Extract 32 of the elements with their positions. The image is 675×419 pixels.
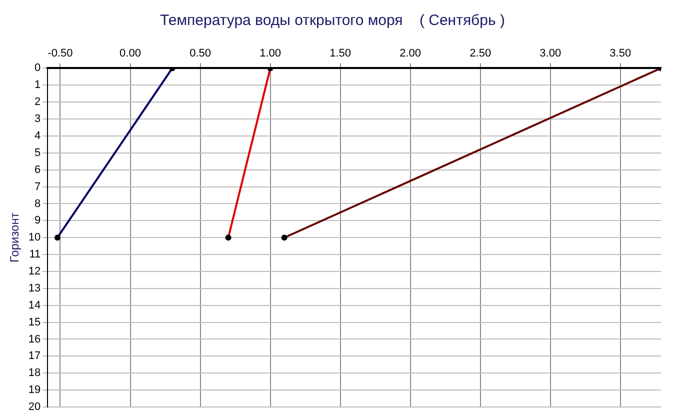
y-tick-label: 3 <box>34 113 41 126</box>
x-tick-label: 0.00 <box>120 48 141 60</box>
y-tick-label: 9 <box>34 214 41 227</box>
y-tick-label: 11 <box>29 248 41 261</box>
y-tick-label: 15 <box>28 316 41 328</box>
x-tick-label: 3.00 <box>540 48 562 60</box>
y-tick-label: 14 <box>28 299 41 312</box>
chart-title: Температура воды открытого моря ( Сентябрь ) <box>160 12 505 30</box>
x-tick-label: 2.50 <box>470 48 492 60</box>
y-tick-label: 16 <box>28 333 41 346</box>
x-tick-label: 3.50 <box>610 48 632 60</box>
y-tick-label: 6 <box>34 164 41 176</box>
x-tick-label: 0.50 <box>190 48 211 60</box>
y-tick-label: 1 <box>34 79 41 92</box>
y-tick-label: 12 <box>28 266 41 278</box>
y-axis-title: Горизонт <box>8 212 22 263</box>
y-tick-label: 13 <box>28 282 41 294</box>
y-tick-label: 7 <box>34 180 41 193</box>
y-tick-label: 19 <box>28 384 41 396</box>
y-tick-label: 2 <box>34 96 41 108</box>
y-tick-label: 18 <box>28 367 41 380</box>
y-tick-label: 5 <box>34 146 41 159</box>
x-tick-label: 1.00 <box>260 48 282 60</box>
y-tick-label: 10 <box>28 232 41 244</box>
y-tick-label: 4 <box>34 130 41 142</box>
y-tick-label: 20 <box>28 401 41 414</box>
y-tick-label: 17 <box>28 350 41 362</box>
y-tick-label: 0 <box>34 62 41 74</box>
y-tick-label: 8 <box>34 198 41 210</box>
x-tick-label: -0.50 <box>48 48 73 60</box>
x-tick-label: 2.00 <box>400 48 422 60</box>
x-tick-label: 1.50 <box>330 48 352 60</box>
